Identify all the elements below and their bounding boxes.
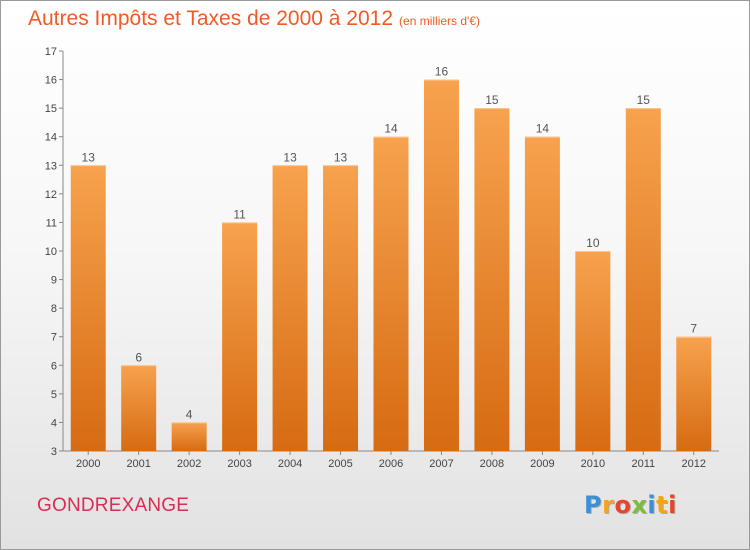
x-tick-label: 2005 (328, 458, 352, 470)
data-label: 4 (186, 407, 193, 421)
data-labels: 13 6 4 11 13 13 14 16 15 14 10 15 7 (82, 65, 698, 422)
bar (323, 165, 359, 452)
y-tick-label: 17 (45, 46, 57, 58)
logo-letter: x (631, 491, 648, 519)
data-label: 16 (435, 65, 449, 79)
logo-letter: t (656, 491, 669, 519)
y-tick-label: 5 (51, 389, 57, 401)
logo-letter: i (668, 491, 677, 519)
x-tick-label: 2010 (581, 458, 605, 470)
x-tick-label: 2001 (126, 458, 150, 470)
data-label: 15 (637, 93, 651, 107)
data-label: 7 (690, 322, 697, 336)
y-tick-label: 14 (45, 132, 57, 144)
data-label: 6 (135, 350, 142, 364)
x-tick-label: 2006 (379, 458, 403, 470)
y-tick-label: 9 (51, 275, 57, 287)
y-tick-label: 16 (45, 75, 57, 87)
data-label: 13 (334, 150, 348, 164)
chart-title-text: Autres Impôts et Taxes de 2000 à 2012 (28, 7, 394, 30)
bar (70, 165, 106, 452)
y-tick-label: 6 (51, 360, 57, 372)
bar (171, 422, 207, 451)
bar (423, 79, 459, 452)
x-tick-label: 2004 (278, 458, 302, 470)
chart-title: Autres Impôts et Taxes de 2000 à 2012 (en… (28, 7, 480, 31)
bar (272, 165, 308, 452)
data-label: 11 (233, 207, 246, 221)
bar (575, 251, 611, 451)
x-tick-label: 2007 (429, 458, 453, 470)
logo-letter: r (602, 491, 615, 519)
bars (70, 79, 712, 452)
logo-letter: i (647, 491, 657, 519)
data-label: 14 (384, 122, 398, 136)
bar (373, 136, 409, 451)
proxiti-logo[interactable]: Proxiti (584, 491, 677, 519)
logo-letter: P (584, 491, 603, 519)
bar (222, 222, 258, 451)
y-tick-label: 10 (45, 246, 57, 258)
y-tick-label: 7 (51, 332, 57, 344)
data-label: 15 (485, 93, 499, 107)
y-tick-label: 4 (51, 417, 57, 429)
bar (676, 336, 712, 451)
chart-subtitle: (en milliers d'€) (399, 14, 481, 28)
y-tick-label: 15 (45, 103, 57, 115)
y-tick-label: 13 (45, 160, 57, 172)
data-label: 10 (586, 236, 600, 250)
data-label: 13 (82, 150, 96, 164)
y-tick-label: 11 (46, 217, 57, 229)
x-tick-label: 2003 (227, 458, 251, 470)
x-tick-label: 2009 (530, 458, 554, 470)
bar (524, 136, 560, 451)
bar (474, 108, 510, 452)
data-label: 13 (283, 150, 297, 164)
x-tick-label: 2008 (480, 458, 504, 470)
logo-letter: o (614, 491, 632, 519)
bar (625, 108, 661, 452)
y-tick-label: 8 (51, 303, 57, 315)
commune-name: GONDREXANGE (37, 495, 190, 516)
x-tick-label: 2012 (682, 458, 706, 470)
bar (121, 365, 157, 451)
x-tick-label: 2011 (631, 458, 655, 470)
x-tick-label: 2002 (177, 458, 201, 470)
data-label: 14 (536, 122, 550, 136)
y-tick-label: 3 (51, 446, 57, 458)
y-tick-label: 12 (45, 189, 57, 201)
x-tick-label: 2000 (76, 458, 100, 470)
